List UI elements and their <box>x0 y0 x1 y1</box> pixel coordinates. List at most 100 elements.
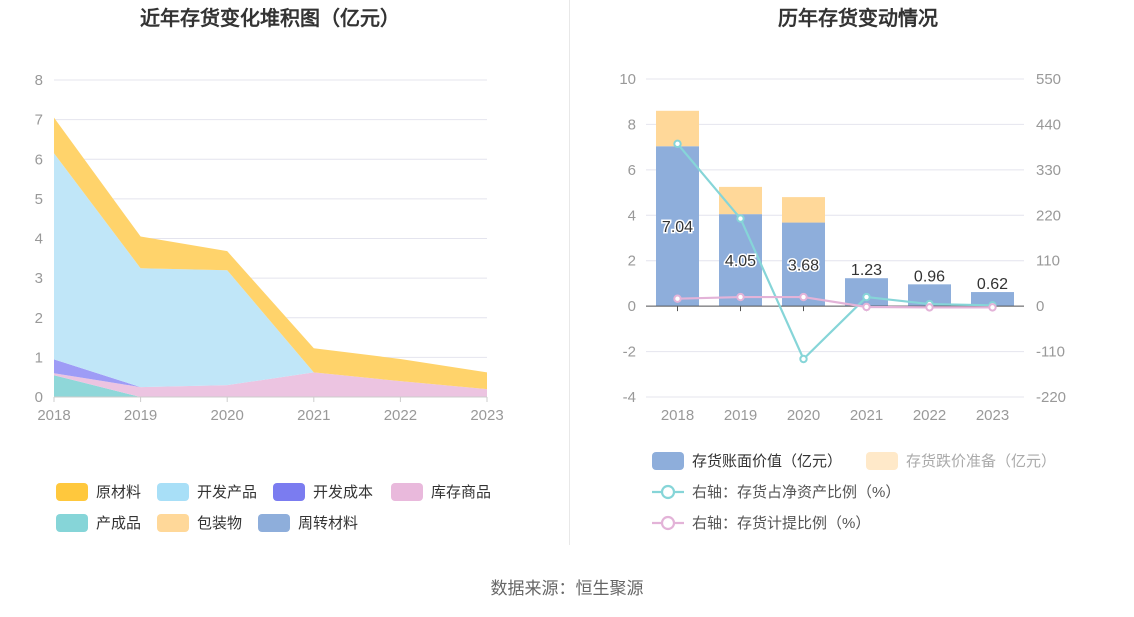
legend-item-原材料[interactable]: 原材料 <box>56 481 141 502</box>
line-point <box>736 292 745 302</box>
legend-label: 右轴：存货计提比例（%） <box>692 515 871 532</box>
left-y-tick-label: 4 <box>35 231 43 248</box>
left-x-tick-label: 2019 <box>124 407 157 424</box>
left-x-tick-label: 2020 <box>211 407 244 424</box>
line-point <box>862 292 871 302</box>
left-x-tick-label: 2018 <box>37 407 70 424</box>
legend-line-swatch <box>652 515 684 530</box>
legend-item-周转材料[interactable]: 周转材料 <box>258 512 358 533</box>
right-x-tick-label: 2019 <box>724 407 757 424</box>
right-chart-title: 历年存货变动情况 <box>778 6 938 30</box>
right-x-tick-label: 2022 <box>913 407 946 424</box>
left-y-tick-label: 2 <box>35 310 43 327</box>
area-series-原材料 <box>54 117 487 390</box>
right-y-tick-label: -2 <box>623 344 636 361</box>
legend-label: 周转材料 <box>298 515 359 532</box>
bar-存货账面价值（亿元） <box>908 284 951 307</box>
legend-label: 原材料 <box>96 484 142 501</box>
left-x-tick-label: 2023 <box>470 407 503 424</box>
area-series-产成品 <box>54 375 487 397</box>
bar-存货账面价值（亿元） <box>656 146 699 307</box>
legend-label: 存货账面价值（亿元） <box>692 453 843 470</box>
legend-label: 右轴：存货占净资产比例（%） <box>692 484 901 501</box>
right-x-tick-label: 2018 <box>661 407 694 424</box>
left-x-tick-label: 2022 <box>384 407 417 424</box>
bar-value-label: 4.05 <box>725 253 756 270</box>
line-point <box>799 292 808 302</box>
right-y2-tick-label: -220 <box>1036 389 1066 406</box>
right-y-tick-label: -4 <box>623 389 636 406</box>
bar-存货跌价准备（亿元） <box>782 197 825 223</box>
stacked-area-chart: 近年存货变化堆积图（亿元） 0 1 2 3 4 5 6 7 8 2018 2019 2020 2021 20… <box>35 6 504 424</box>
right-y-tick-label: 6 <box>628 162 636 179</box>
legend-swatch <box>866 451 898 470</box>
left-x-tick-label: 2021 <box>297 407 330 424</box>
right-y2-tick-label: 440 <box>1036 116 1061 133</box>
right-y-tick-label: 2 <box>628 253 636 270</box>
right-y-tick-label: 8 <box>628 116 636 133</box>
right-x-tick-label: 2020 <box>787 407 820 424</box>
left-y-tick-label: 7 <box>35 112 43 129</box>
line-point <box>862 302 871 312</box>
left-y-tick-label: 1 <box>35 349 43 366</box>
bar-value-label: 1.23 <box>851 262 882 279</box>
legend-label: 包装物 <box>197 515 243 532</box>
bar-value-label: 7.04 <box>662 219 693 236</box>
left-y-tick-label: 6 <box>35 151 43 168</box>
line-point <box>988 303 997 312</box>
area-series-开发产品 <box>54 153 487 390</box>
legend-label: 产成品 <box>96 515 142 532</box>
area-series-库存商品 <box>54 372 487 397</box>
legend-item-产成品[interactable]: 产成品 <box>56 512 141 533</box>
legend-label: 开发产品 <box>197 484 258 501</box>
legend-swatch <box>258 513 290 532</box>
legend-label: 库存商品 <box>431 484 492 501</box>
right-y2-tick-label: -110 <box>1036 344 1065 361</box>
bar-存货账面价值（亿元） <box>719 214 762 307</box>
legend-line-swatch <box>652 484 684 499</box>
legend-item-包装物[interactable]: 包装物 <box>157 512 242 533</box>
right-y-tick-label: 10 <box>619 71 636 88</box>
line-point <box>736 214 745 223</box>
line-point <box>673 139 682 149</box>
bar-value-label: 0.96 <box>914 268 945 285</box>
right-y2-tick-label: 330 <box>1036 162 1061 179</box>
right-y2-tick-label: 110 <box>1036 253 1060 270</box>
left-y-tick-label: 3 <box>35 270 43 287</box>
legend-item-库存商品[interactable]: 库存商品 <box>391 481 491 502</box>
right-y2-tick-label: 550 <box>1036 71 1061 88</box>
legend-swatch <box>652 451 684 470</box>
bar-value-label: 3.68 <box>788 257 819 274</box>
line-point <box>799 354 808 364</box>
legend-swatch <box>56 513 88 532</box>
legend-item-开发产品[interactable]: 开发产品 <box>157 481 257 502</box>
bar-存货账面价值（亿元） <box>845 278 888 307</box>
legend-item-存货账面价值（亿元）[interactable]: 存货账面价值（亿元） <box>652 450 842 471</box>
line-point <box>673 294 682 303</box>
legend-item-右轴：存货占净资产比例（%）[interactable]: 右轴：存货占净资产比例（%） <box>652 481 900 502</box>
line-右轴：存货计提比例（%） <box>677 295 993 309</box>
right-y-tick-label: 4 <box>628 207 636 224</box>
chart-divider <box>569 0 570 545</box>
left-y-tick-label: 5 <box>35 191 43 208</box>
right-y-tick-label: 0 <box>628 298 636 315</box>
legend-item-右轴：存货计提比例（%）[interactable]: 右轴：存货计提比例（%） <box>652 512 870 533</box>
legend-swatch <box>56 482 88 501</box>
legend-item-开发成本[interactable]: 开发成本 <box>273 481 373 502</box>
legend-swatch <box>391 482 423 501</box>
bar-存货账面价值（亿元） <box>971 292 1014 307</box>
legend-item-存货跌价准备（亿元）[interactable]: 存货跌价准备（亿元） <box>866 450 1056 471</box>
right-x-tick-label: 2023 <box>976 407 1009 424</box>
legend-label: 开发成本 <box>313 484 374 501</box>
legend-swatch <box>273 482 305 501</box>
left-chart-title: 近年存货变化堆积图（亿元） <box>140 6 400 30</box>
legend-swatch <box>157 513 189 532</box>
right-y2-tick-label: 0 <box>1036 298 1044 315</box>
legend-swatch <box>157 482 189 501</box>
legend-label: 存货跌价准备（亿元） <box>906 453 1057 470</box>
left-y-tick-label: 8 <box>35 72 43 89</box>
bar-value-label: 0.62 <box>977 276 1008 293</box>
source-note: 数据来源：恒生聚源 <box>490 579 644 598</box>
